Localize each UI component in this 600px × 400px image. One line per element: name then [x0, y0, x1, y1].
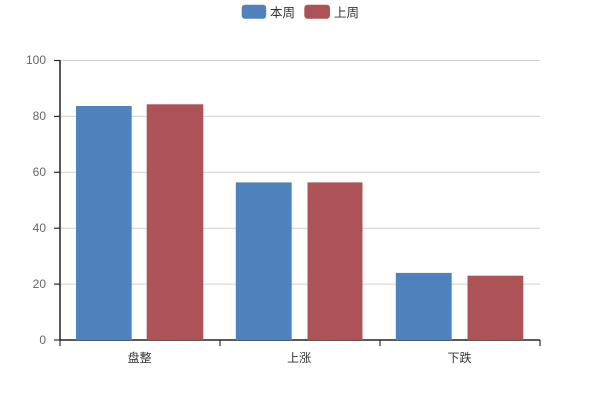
svg-text:盘整: 盘整	[128, 350, 152, 365]
svg-text:下跌: 下跌	[447, 350, 471, 365]
svg-text:上涨: 上涨	[287, 350, 311, 365]
svg-text:60: 60	[33, 165, 47, 179]
svg-text:40: 40	[33, 221, 47, 235]
svg-text:20: 20	[33, 277, 47, 291]
svg-text:100: 100	[26, 53, 46, 67]
svg-text:80: 80	[33, 109, 47, 123]
svg-text:上周: 上周	[334, 6, 359, 20]
svg-text:本周: 本周	[270, 6, 295, 20]
svg-text:0: 0	[39, 333, 46, 347]
